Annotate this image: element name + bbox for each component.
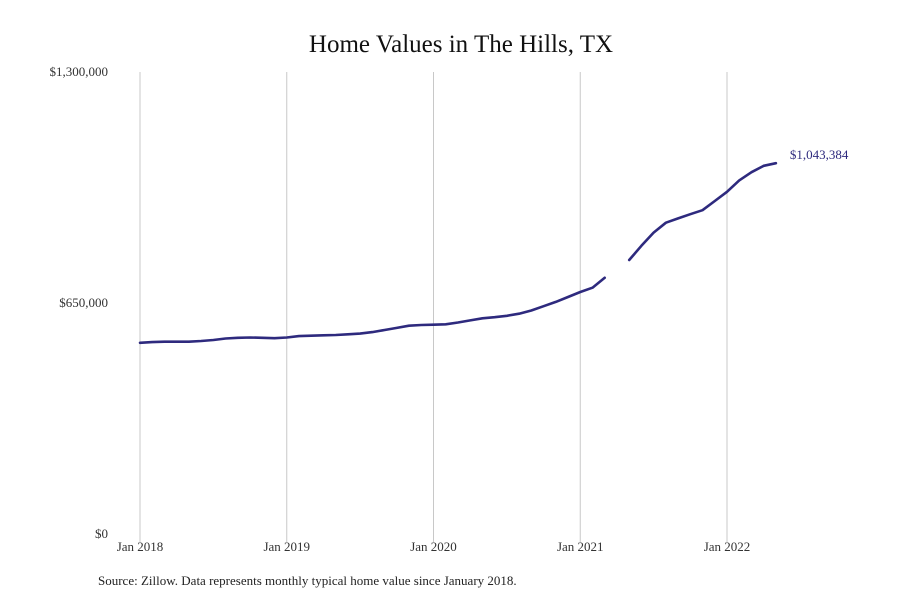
y-tick-label: $0: [95, 526, 108, 541]
source-note: Source: Zillow. Data represents monthly …: [98, 573, 517, 588]
y-tick-label: $650,000: [59, 295, 108, 310]
y-axis-ticks: $0 $650,000 $1,300,000: [50, 64, 109, 541]
x-tick-label: Jan 2019: [263, 539, 310, 554]
gridlines: [139, 72, 728, 542]
series-layer: [138, 161, 778, 345]
x-axis-ticks: Jan 2018 Jan 2019 Jan 2020 Jan 2021 Jan 2022: [117, 539, 751, 554]
x-tick-label: Jan 2022: [704, 539, 751, 554]
x-tick-label: Jan 2020: [410, 539, 457, 554]
chart-title: Home Values in The Hills, TX: [309, 31, 613, 58]
x-tick-label: Jan 2018: [117, 539, 164, 554]
series-line-segment: [627, 161, 778, 262]
end-value-label: $1,043,384: [790, 147, 849, 162]
series-line-segment: [138, 276, 606, 345]
y-tick-label: $1,300,000: [50, 64, 109, 79]
x-tick-label: Jan 2021: [557, 539, 604, 554]
